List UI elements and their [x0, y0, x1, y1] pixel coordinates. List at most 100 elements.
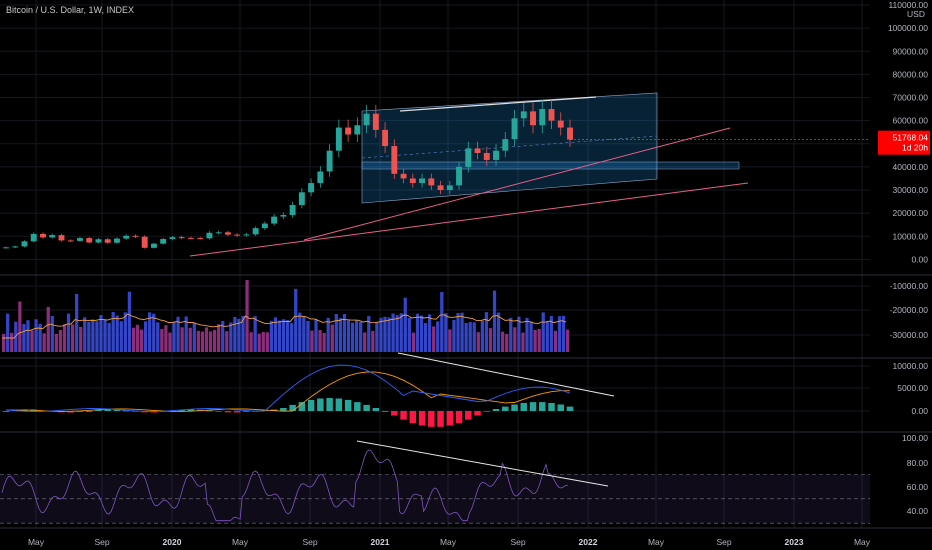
candle-body — [539, 109, 546, 126]
macd-histogram-bar — [529, 402, 537, 411]
macd-histogram-bar — [548, 402, 555, 411]
macd-histogram-bar — [243, 411, 250, 412]
volume-bar — [245, 280, 249, 352]
volume-bar — [553, 330, 558, 352]
volume-bar — [310, 330, 314, 352]
macd-histogram-bar — [187, 409, 195, 411]
price-axis-label: 40000.00 — [893, 162, 929, 172]
volume-bar — [229, 322, 233, 352]
volume-bar — [302, 316, 306, 352]
candle-body — [474, 148, 481, 153]
volume-bar — [359, 321, 363, 352]
volume-bar — [58, 329, 63, 352]
volume-bar — [509, 317, 513, 352]
volume-bar — [492, 290, 497, 352]
candle-body — [58, 235, 65, 241]
candle-body — [280, 214, 287, 217]
volume-bar — [249, 332, 253, 352]
volume-bar — [322, 333, 326, 352]
volume-bar — [286, 320, 290, 352]
macd-histogram-bar — [566, 406, 574, 411]
volume-bar — [452, 319, 456, 352]
volume-bar — [407, 317, 411, 352]
time-axis-label: May — [648, 537, 665, 547]
macd-histogram-bar — [95, 410, 102, 411]
candle-body — [67, 240, 74, 242]
volume-bar — [277, 320, 282, 352]
volume-bar — [87, 321, 91, 352]
rsi-axis-label: 100.00 — [902, 433, 928, 443]
volume-bar — [472, 322, 476, 352]
candle-body — [95, 239, 102, 243]
time-axis-label: May — [440, 537, 457, 547]
volume-bar — [444, 313, 448, 352]
volume-bar — [79, 326, 83, 352]
macd-histogram-bar — [206, 410, 213, 412]
volume-bar — [217, 324, 221, 352]
volume-bar — [525, 317, 529, 352]
volume-bar — [363, 332, 367, 352]
macd-histogram-bar — [178, 409, 185, 411]
macd-histogram-bar — [520, 402, 528, 411]
volume-bar — [95, 321, 99, 352]
price-axis-label: 90000.00 — [893, 46, 929, 56]
volume-bar — [152, 313, 156, 352]
candle-body — [187, 237, 194, 239]
candle-body — [30, 233, 37, 242]
volume-bar — [350, 322, 355, 352]
volume-bar — [354, 319, 359, 352]
volume-bar — [346, 320, 351, 352]
volume-bar — [75, 293, 79, 352]
candle-body — [215, 232, 222, 234]
volume-bar — [2, 334, 6, 352]
volume-bar — [176, 316, 180, 352]
volume-axis-label: -10000.00 — [890, 281, 929, 291]
candle-body — [178, 237, 185, 239]
volume-bar — [188, 327, 192, 352]
candle-body — [206, 232, 213, 239]
time-axis-label: 2022 — [579, 537, 598, 547]
volume-bar — [200, 331, 205, 352]
candle-body — [21, 241, 28, 247]
volume-bar — [164, 325, 168, 352]
current-price-value: 51768.04 — [893, 133, 929, 143]
macd-histogram-bar — [363, 404, 370, 411]
volume-bar — [395, 315, 399, 352]
volume-bar — [30, 330, 34, 352]
volume-bar — [269, 320, 274, 352]
volume-bar — [237, 318, 241, 352]
volume-bar — [273, 317, 278, 352]
volume-bar — [144, 321, 148, 352]
volume-bar — [383, 316, 387, 352]
macd-histogram-bar — [437, 411, 444, 427]
current-price-tag — [878, 130, 930, 155]
volume-bar — [565, 329, 570, 352]
price-axis-label: 100000.00 — [888, 23, 928, 33]
volume-bar — [172, 321, 176, 352]
volume-bar — [428, 314, 432, 352]
volume-bar — [367, 316, 371, 352]
time-axis-label: Sep — [716, 537, 731, 547]
price-axis-label: 110000.00 — [888, 0, 928, 10]
macd-histogram-bar — [372, 408, 380, 411]
macd-histogram-bar — [104, 409, 111, 411]
volume-bar — [423, 323, 428, 352]
volume-bar — [545, 321, 549, 352]
macd-axis-label: 0.00 — [911, 406, 928, 416]
macd-histogram-bar — [428, 411, 435, 427]
time-axis-label: Sep — [510, 537, 525, 547]
volume-bar — [46, 306, 50, 352]
support-band — [361, 161, 740, 170]
candle-body — [391, 146, 398, 174]
macd-histogram-bar — [317, 398, 324, 411]
candle-body — [298, 192, 305, 206]
candle-body — [197, 238, 204, 240]
macd-histogram-bar — [465, 411, 472, 420]
volume-bar — [54, 333, 58, 352]
volume-bar — [62, 324, 67, 352]
volume-bar — [436, 321, 440, 352]
candle-body — [437, 185, 444, 190]
macd-histogram-bar — [289, 404, 296, 411]
candle-body — [150, 243, 157, 248]
